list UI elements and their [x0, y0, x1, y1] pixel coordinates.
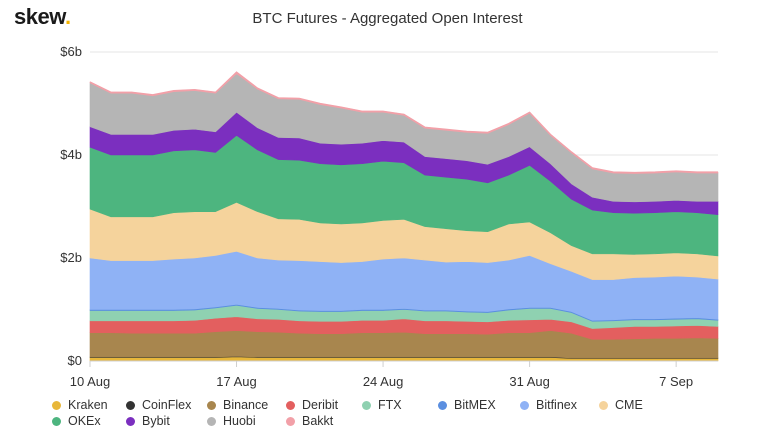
legend-label: Deribit [302, 398, 339, 412]
y-tick-label: $0 [68, 353, 82, 368]
x-tick-label: 31 Aug [509, 374, 550, 389]
legend-item-huobi[interactable]: Huobi [207, 414, 286, 428]
legend-item-bitmex[interactable]: BitMEX [438, 398, 520, 412]
legend-item-deribit[interactable]: Deribit [286, 398, 362, 412]
legend-swatch [520, 400, 529, 410]
legend-label: FTX [378, 398, 402, 412]
legend-label: Bybit [142, 414, 170, 428]
legend-label: CoinFlex [142, 398, 192, 412]
legend-swatch [126, 400, 135, 410]
legend-swatch [52, 400, 61, 410]
y-tick-label: $4b [60, 147, 82, 162]
legend-item-bakkt[interactable]: Bakkt [286, 414, 362, 428]
legend-label: Huobi [223, 414, 256, 428]
legend-item-ftx[interactable]: FTX [362, 398, 438, 412]
y-tick-label: $6b [60, 44, 82, 59]
skew-logo: skew. [14, 4, 71, 29]
legend-label: OKEx [68, 414, 101, 428]
legend-label: Kraken [68, 398, 108, 412]
chart-legend: Kraken CoinFlex Binance Deribit FTX BitMEX Bit… [52, 397, 752, 429]
legend-item-bybit[interactable]: Bybit [126, 414, 207, 428]
legend-label: BitMEX [454, 398, 496, 412]
legend-label: CME [615, 398, 643, 412]
legend-item-kraken[interactable]: Kraken [52, 398, 126, 412]
legend-row: OKEx Bybit Huobi Bakkt [52, 413, 752, 429]
chart-title: BTC Futures - Aggregated Open Interest [252, 10, 523, 27]
stacked-area-chart: $0 $2b $4b $6b 10 Aug 17 Aug 24 Aug 31 Aug 7 Sep [60, 44, 719, 389]
legend-label: Bakkt [302, 414, 334, 428]
legend-swatch [286, 416, 295, 426]
legend-swatch [438, 400, 447, 410]
legend-swatch [207, 400, 216, 410]
legend-row: Kraken CoinFlex Binance Deribit FTX BitMEX Bit… [52, 397, 752, 413]
x-tick-label: 10 Aug [70, 374, 111, 389]
legend-swatch [52, 416, 61, 426]
x-tick-label: 24 Aug [363, 374, 404, 389]
legend-item-cme[interactable]: CME [599, 398, 669, 412]
legend-swatch [207, 416, 216, 426]
x-tick-label: 17 Aug [216, 374, 257, 389]
legend-swatch [286, 400, 295, 410]
legend-swatch [362, 400, 371, 410]
y-tick-label: $2b [60, 250, 82, 265]
legend-swatch [126, 416, 135, 426]
legend-item-bitfinex[interactable]: Bitfinex [520, 398, 599, 412]
legend-swatch [599, 400, 608, 410]
area-top-edge [89, 71, 718, 174]
legend-item-binance[interactable]: Binance [207, 398, 286, 412]
x-tick-label: 7 Sep [659, 374, 693, 389]
legend-item-okex[interactable]: OKEx [52, 414, 126, 428]
legend-label: Binance [223, 398, 269, 412]
legend-label: Bitfinex [536, 398, 577, 412]
legend-item-coinflex[interactable]: CoinFlex [126, 398, 207, 412]
